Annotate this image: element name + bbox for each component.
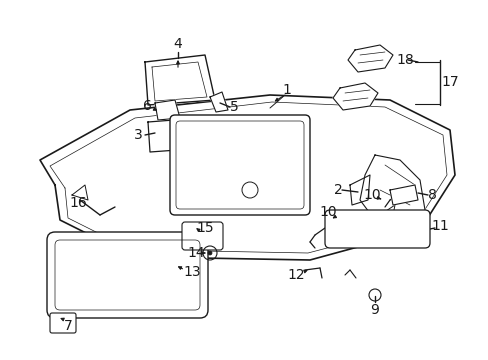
Polygon shape [145, 55, 215, 105]
FancyBboxPatch shape [170, 115, 309, 215]
Text: 6: 6 [142, 99, 151, 113]
Polygon shape [209, 92, 227, 112]
Text: 5: 5 [229, 100, 238, 114]
Text: 14: 14 [187, 246, 204, 260]
Text: 18: 18 [395, 53, 413, 67]
Text: 2: 2 [333, 183, 342, 197]
FancyBboxPatch shape [50, 313, 76, 333]
Polygon shape [332, 83, 377, 110]
Text: 13: 13 [183, 265, 201, 279]
Text: 4: 4 [173, 37, 182, 51]
Text: 17: 17 [440, 75, 458, 89]
Text: 1: 1 [282, 83, 291, 97]
Polygon shape [347, 45, 392, 72]
Text: 8: 8 [427, 188, 436, 202]
Text: 10: 10 [363, 188, 380, 202]
Text: 7: 7 [63, 319, 72, 333]
Polygon shape [155, 100, 180, 120]
Polygon shape [40, 95, 454, 260]
Polygon shape [359, 155, 424, 230]
Polygon shape [389, 185, 417, 205]
Text: 16: 16 [69, 196, 87, 210]
FancyBboxPatch shape [47, 232, 207, 318]
Text: 10: 10 [319, 205, 336, 219]
Text: 15: 15 [196, 221, 213, 235]
Polygon shape [148, 118, 204, 152]
Text: 3: 3 [133, 128, 142, 142]
Text: 9: 9 [370, 303, 379, 317]
Circle shape [207, 251, 212, 255]
FancyBboxPatch shape [182, 222, 223, 250]
Text: 11: 11 [430, 219, 448, 233]
FancyBboxPatch shape [325, 210, 429, 248]
Text: 12: 12 [286, 268, 304, 282]
